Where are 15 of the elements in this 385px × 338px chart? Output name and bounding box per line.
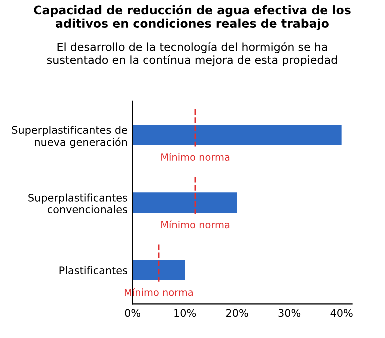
x-tick-label: 0% bbox=[125, 309, 141, 318]
ref-line-label: Mínimo norma bbox=[162, 220, 230, 229]
chart-subtitle: El desarrollo de la tecnología del hormigón se ha sustentado en la contínua mejora de esta propiedad bbox=[47, 42, 338, 66]
x-tick-label: 10% bbox=[174, 309, 196, 318]
bar bbox=[132, 192, 238, 213]
y-tick-label: Superplastificantes convencionales bbox=[28, 194, 128, 214]
bar bbox=[132, 260, 186, 281]
y-tick-label: Superplastificantes de nueva generación bbox=[12, 126, 128, 148]
annotation: Mínimo norma bbox=[162, 153, 230, 162]
chart-title: Capacidad de reducción de agua efectiva de los aditivos en condiciones reales de trabajo bbox=[34, 5, 351, 30]
bar bbox=[132, 125, 342, 146]
x-tick-label: 20% bbox=[226, 309, 248, 318]
x-tick-label: 30% bbox=[278, 309, 301, 318]
x-tick-label: 40% bbox=[330, 309, 353, 318]
y-tick-label: Plastificantes bbox=[60, 266, 128, 275]
